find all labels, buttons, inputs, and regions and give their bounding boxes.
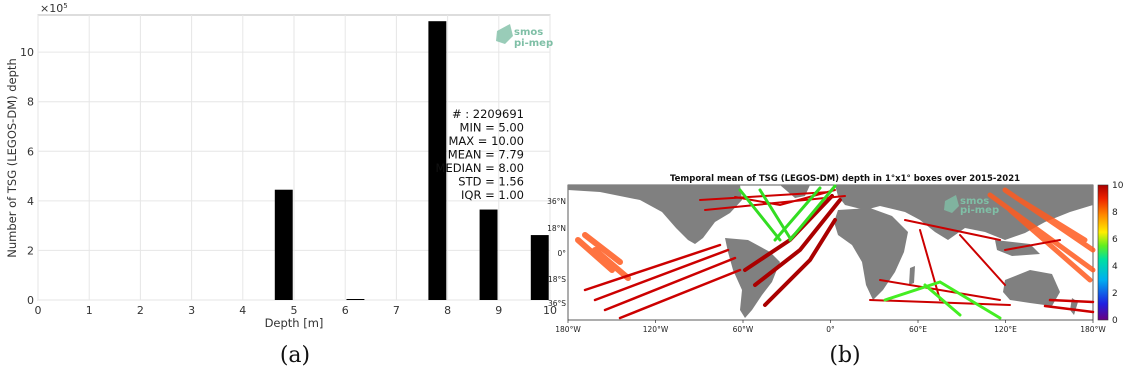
x-tick-label: 2 [137, 304, 144, 317]
map-x-ticks: 180°W 120°W 60°W 0° 60°E 120°E 180°W [555, 320, 1106, 334]
y-tick-label: 8 [27, 96, 34, 109]
logo-b-line1: smos [960, 196, 989, 207]
bar-4 [530, 235, 549, 300]
colorbar-tick-label: 4 [1112, 262, 1118, 272]
stat-line-0: # : 2209691 [452, 107, 524, 121]
x-tick-label: 6 [342, 304, 349, 317]
x-tick-label: 10 [543, 304, 557, 317]
x-axis-label: Depth [m] [265, 316, 324, 330]
histogram-x-ticks: 0 1 2 3 4 5 6 7 8 9 10 [35, 304, 558, 317]
colorbar [1097, 184, 1109, 321]
y-multiplier-exponent: 5 [63, 2, 67, 10]
logo-a-icon [496, 24, 513, 44]
track-green-atlantic [738, 184, 837, 242]
panel-a-label: (a) [280, 343, 310, 368]
land-greenland [780, 185, 810, 198]
stat-line-5: STD = 1.56 [458, 175, 524, 189]
land-north-america [568, 185, 742, 244]
x-tick-label: 9 [495, 304, 502, 317]
y-multiplier-base: ×10 [40, 2, 63, 15]
x-tick-label: 0 [35, 304, 42, 317]
bar-2 [428, 21, 447, 301]
colorbar-tick-label: 10 [1112, 181, 1124, 191]
map-x-tick-label: 120°W [643, 325, 669, 334]
colorbar-tick-label: 2 [1112, 289, 1118, 299]
stat-line-6: IQR = 1.00 [461, 188, 524, 202]
x-tick-label: 8 [444, 304, 451, 317]
bar-1 [346, 299, 365, 300]
y-tick-label: 4 [27, 195, 34, 208]
colorbar-ticks: 10 8 6 4 2 0 [1112, 181, 1124, 326]
land-madagascar [909, 266, 915, 285]
logo-b-icon [944, 195, 959, 213]
stat-line-3: MEAN = 7.79 [448, 148, 524, 162]
colorbar-tick-label: 8 [1112, 208, 1118, 218]
stat-line-2: MAX = 10.00 [448, 134, 524, 148]
y-tick-label: 10 [20, 46, 34, 59]
colorbar-tick-label: 0 [1112, 316, 1118, 326]
track-south-pacific [583, 243, 742, 320]
map-x-tick-label: 0° [826, 325, 835, 334]
stat-line-4: MEDIAN = 8.00 [436, 161, 524, 175]
x-tick-label: 3 [188, 304, 195, 317]
map-x-tick-label: 120°E [994, 325, 1017, 334]
land-africa [834, 208, 908, 300]
track-indian-ocean [869, 219, 1061, 306]
land-australia [1003, 270, 1060, 306]
track-pacific-west [575, 232, 631, 281]
logo-a-line1: smos [514, 27, 543, 38]
x-tick-label: 1 [86, 304, 93, 317]
histogram-grid [37, 15, 551, 301]
logo-b: smos pi-mep [944, 195, 999, 216]
x-tick-label: 7 [393, 304, 400, 317]
logo-a: smos pi-mep [496, 24, 553, 49]
track-pacific-east [987, 187, 1096, 283]
y-tick-label: 2 [27, 244, 34, 257]
map-y-tick-label: 0° [557, 249, 566, 258]
map-y-tick-label: 18°N [547, 224, 566, 233]
histogram-y-ticks: 0 2 4 6 8 10 [20, 46, 34, 307]
map-y-tick-label: 36°N [547, 197, 566, 206]
panel-b-label: (b) [829, 343, 860, 368]
map-x-tick-label: 180°W [1080, 325, 1106, 334]
logo-b-line2: pi-mep [960, 205, 999, 216]
y-multiplier: ×105 [40, 2, 68, 15]
colorbar-tick-label: 6 [1112, 235, 1118, 245]
map-x-tick-label: 60°E [909, 325, 927, 334]
track-australia [1043, 298, 1095, 314]
x-tick-label: 5 [291, 304, 298, 317]
bar-0 [274, 189, 293, 300]
bar-3 [479, 209, 498, 300]
y-tick-label: 0 [27, 294, 34, 307]
track-green-south [883, 280, 1002, 320]
map-x-tick-label: 60°W [733, 325, 754, 334]
x-tick-label: 4 [239, 304, 246, 317]
stat-line-1: MIN = 5.00 [460, 121, 524, 135]
map-panel: Temporal mean of TSG (LEGOS-DM) depth in… [547, 174, 1124, 368]
map-y-tick-label: 36°S [548, 299, 566, 308]
map-x-tick-label: 180°W [555, 325, 581, 334]
map-ship-tracks [575, 184, 1096, 320]
y-axis-label: Number of TSG (LEGOS-DM) depth [5, 58, 19, 257]
map-y-tick-label: 18°S [548, 275, 566, 284]
histogram-bars [274, 21, 549, 301]
logo-a-line2: pi-mep [514, 38, 553, 49]
y-tick-label: 6 [27, 145, 34, 158]
map-title: Temporal mean of TSG (LEGOS-DM) depth in… [670, 174, 1020, 184]
map-y-ticks: 36°N 18°N 0° 18°S 36°S [547, 197, 566, 308]
